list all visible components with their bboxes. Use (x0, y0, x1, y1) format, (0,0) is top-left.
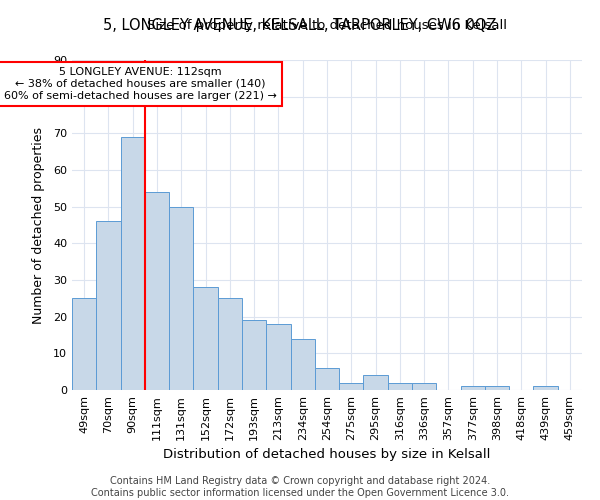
Bar (412, 382, 436, 390)
Text: 5 LONGLEY AVENUE: 112sqm
← 38% of detached houses are smaller (140)
60% of semi-: 5 LONGLEY AVENUE: 112sqm ← 38% of detach… (4, 68, 277, 100)
Text: Contains HM Land Registry data © Crown copyright and database right 2024.
Contai: Contains HM Land Registry data © Crown c… (91, 476, 509, 498)
Bar (485, 386, 509, 390)
Bar (169, 206, 193, 390)
Bar (461, 386, 485, 390)
Bar (72, 298, 96, 390)
Title: Size of property relative to detached houses in Kelsall: Size of property relative to detached ho… (147, 20, 507, 32)
Bar (388, 382, 412, 390)
Bar (533, 386, 558, 390)
Text: 5, LONGLEY AVENUE, KELSALL, TARPORLEY, CW6 0QZ: 5, LONGLEY AVENUE, KELSALL, TARPORLEY, C… (103, 18, 497, 32)
X-axis label: Distribution of detached houses by size in Kelsall: Distribution of detached houses by size … (163, 448, 491, 461)
Bar (218, 298, 242, 390)
Bar (315, 368, 339, 390)
Y-axis label: Number of detached properties: Number of detached properties (32, 126, 44, 324)
Bar (364, 376, 388, 390)
Bar (96, 222, 121, 390)
Bar (242, 320, 266, 390)
Bar (290, 338, 315, 390)
Bar (339, 382, 364, 390)
Bar (193, 288, 218, 390)
Bar (266, 324, 290, 390)
Bar (121, 137, 145, 390)
Bar (145, 192, 169, 390)
